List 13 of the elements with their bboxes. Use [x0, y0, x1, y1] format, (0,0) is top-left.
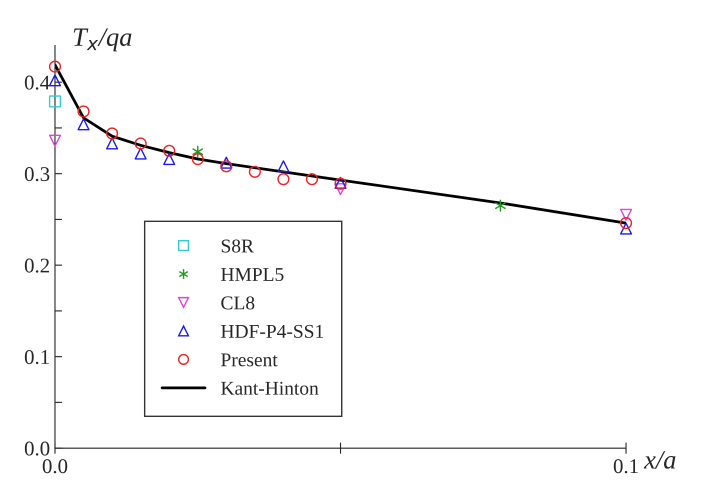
y-tick-label: 0.4: [24, 76, 50, 90]
legend-label: Present: [221, 353, 278, 366]
y-axis-title: T$_{x}$/qa: [74, 28, 132, 52]
legend-label: S8R: [222, 239, 254, 253]
legend-label: CL8: [221, 296, 254, 310]
x-axis-title: x/a: [644, 451, 676, 469]
y-tick-label: 0.3: [24, 167, 50, 182]
legend-label: HMPL5: [221, 268, 284, 282]
y-tick-label: 0.2: [24, 258, 49, 273]
y-tick-label: 0.1: [24, 350, 49, 364]
legend-label: Kant-Hinton: [221, 382, 318, 395]
y-tick-label: 0.0: [24, 442, 50, 456]
legend-label: HDF-P4-SS1: [221, 324, 324, 338]
